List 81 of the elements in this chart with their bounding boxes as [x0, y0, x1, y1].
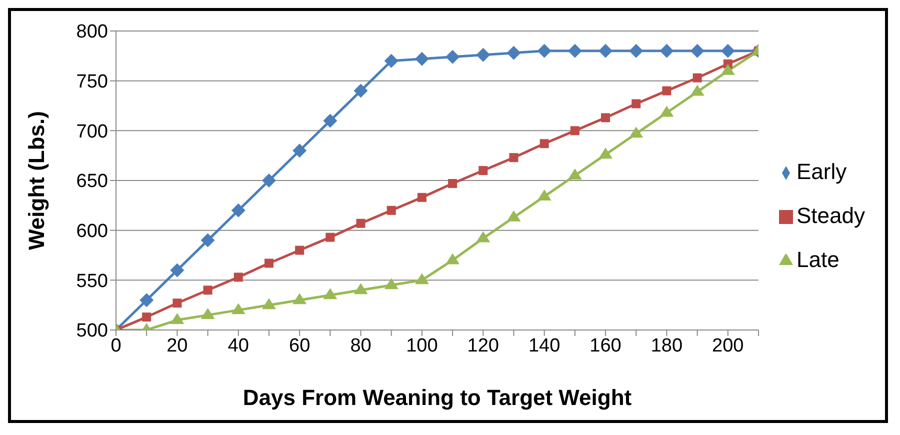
- point: [140, 293, 154, 308]
- point: [632, 99, 641, 108]
- point: [476, 48, 490, 62]
- point: [295, 246, 304, 255]
- y-tick-label: 750: [76, 72, 108, 93]
- point: [203, 286, 212, 295]
- point: [446, 253, 460, 264]
- point: [323, 288, 338, 300]
- point: [386, 206, 396, 215]
- point: [476, 231, 490, 242]
- x-tick-label: 160: [590, 335, 622, 356]
- x-tick-label: 20: [166, 335, 188, 356]
- point: [234, 272, 243, 282]
- x-axis-title: Days From Weaning to Target Weight: [242, 385, 632, 410]
- x-tick-label: 40: [228, 335, 249, 356]
- point: [690, 44, 704, 58]
- point: [570, 126, 580, 136]
- point: [417, 192, 426, 202]
- point: [660, 44, 674, 58]
- point: [262, 174, 276, 188]
- point: [568, 168, 582, 180]
- point: [598, 44, 613, 58]
- point: [354, 283, 368, 294]
- point: [354, 84, 368, 98]
- point: [384, 54, 398, 68]
- point: [629, 126, 644, 138]
- point: [598, 148, 613, 159]
- y-tick-label: 550: [76, 270, 108, 292]
- x-tick-label: 140: [528, 335, 560, 356]
- x-tick-label: 80: [350, 335, 372, 356]
- point: [323, 114, 338, 128]
- point: [170, 313, 184, 324]
- y-tick-label: 700: [76, 121, 108, 142]
- point: [414, 52, 429, 66]
- point: [292, 144, 307, 158]
- legend-label: Steady: [796, 202, 865, 228]
- point: [662, 86, 672, 96]
- point: [660, 106, 674, 117]
- point: [537, 44, 552, 58]
- point: [142, 312, 152, 322]
- point: [478, 166, 488, 176]
- point: [448, 178, 458, 188]
- point: [692, 73, 702, 82]
- x-tick-label: 120: [467, 335, 499, 356]
- point: [690, 84, 704, 96]
- point: [414, 273, 429, 284]
- point: [720, 44, 735, 58]
- legend-label: Early: [796, 158, 847, 184]
- point: [537, 189, 552, 200]
- y-tick-label: 800: [76, 22, 108, 43]
- x-tick-label: 100: [406, 335, 438, 356]
- point: [629, 44, 644, 58]
- x-tick-label: 180: [650, 335, 683, 356]
- point: [601, 113, 610, 122]
- point: [262, 298, 276, 310]
- point: [326, 232, 335, 242]
- point: [720, 64, 735, 75]
- x-tick-label: 200: [712, 335, 744, 356]
- point: [540, 139, 549, 148]
- point: [446, 50, 460, 64]
- y-tick-label: 500: [76, 320, 108, 342]
- point: [200, 308, 215, 320]
- x-tick-label: 0: [110, 335, 122, 356]
- point: [292, 293, 307, 304]
- y-tick-label: 650: [76, 171, 108, 192]
- point: [231, 303, 246, 314]
- legend-label: Late: [796, 246, 840, 272]
- x-tick-label: 60: [289, 335, 310, 356]
- y-axis-title: Weight (Lbs.): [24, 111, 49, 250]
- point: [170, 263, 184, 278]
- point: [568, 44, 582, 58]
- point: [172, 298, 182, 308]
- point: [509, 153, 518, 162]
- point: [384, 278, 398, 290]
- point: [264, 258, 274, 268]
- point: [506, 210, 521, 222]
- point: [356, 218, 366, 228]
- point: [506, 46, 521, 60]
- y-tick-label: 600: [76, 221, 108, 242]
- point: [200, 233, 215, 248]
- point: [231, 203, 246, 218]
